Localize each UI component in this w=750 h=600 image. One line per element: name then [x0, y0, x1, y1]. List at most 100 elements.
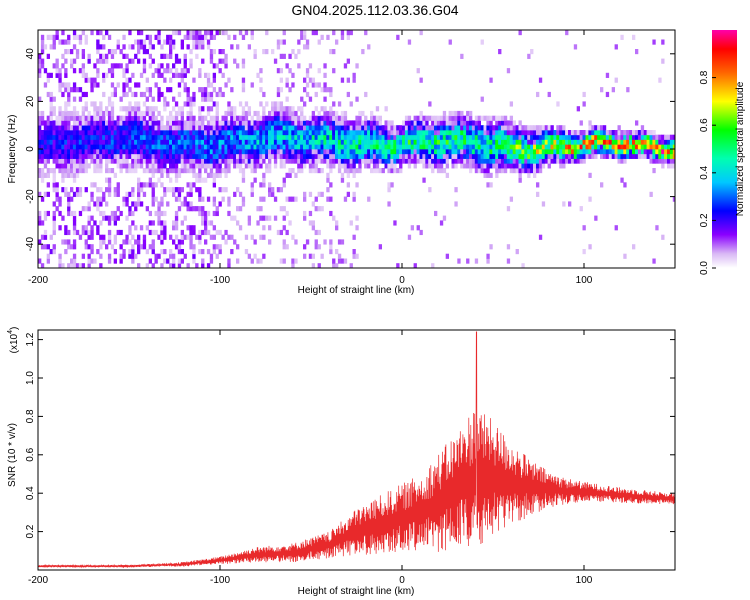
- heatmap-cell: [139, 153, 144, 159]
- heatmap-cell: [84, 163, 88, 169]
- heatmap-cell: [58, 72, 62, 78]
- heatmap-cell: [192, 144, 196, 150]
- heatmap-cell: [183, 87, 187, 93]
- heatmap-cell: [247, 253, 252, 259]
- heatmap-cell: [413, 125, 417, 131]
- heatmap-cell: [352, 139, 356, 145]
- heatmap-cell: [282, 120, 286, 126]
- heatmap-cell: [658, 134, 662, 140]
- heatmap-cell: [349, 134, 353, 140]
- heatmap-cell: [238, 134, 243, 140]
- heatmap-cell: [471, 134, 476, 140]
- heatmap-cell: [573, 134, 578, 140]
- heatmap-cell: [72, 34, 77, 40]
- heatmap-cell: [122, 72, 126, 78]
- heatmap-cell: [620, 144, 624, 150]
- heatmap-cell: [116, 206, 120, 212]
- heatmap-cell: [38, 210, 42, 217]
- heatmap-cell: [655, 158, 659, 164]
- heatmap-cell: [326, 125, 330, 131]
- heatmap-cell: [99, 168, 103, 174]
- heatmap-cell: [323, 63, 327, 69]
- heatmap-cell: [489, 172, 493, 178]
- heatmap-cell: [346, 134, 351, 140]
- heatmap-cell: [241, 201, 246, 207]
- heatmap-cell: [151, 263, 155, 268]
- heatmap-cell: [454, 163, 458, 169]
- heatmap-cell: [172, 72, 176, 78]
- heatmap-cell: [145, 87, 150, 93]
- heatmap-cell: [498, 130, 502, 136]
- heatmap-cell: [148, 210, 153, 217]
- heatmap-cell: [550, 144, 554, 150]
- heatmap-cell: [52, 120, 56, 126]
- heatmap-cell: [265, 139, 269, 145]
- heatmap-cell: [404, 139, 409, 145]
- heatmap-cell: [206, 149, 211, 155]
- heatmap-cell: [259, 101, 263, 107]
- heatmap-cell: [247, 125, 252, 131]
- heatmap-cell: [445, 172, 450, 178]
- heatmap-cell: [422, 163, 426, 169]
- heatmap-cell: [145, 49, 150, 55]
- heatmap-cell: [361, 49, 365, 55]
- heatmap-cell: [582, 91, 586, 98]
- heatmap-cell: [300, 139, 304, 145]
- heatmap-cell: [367, 149, 371, 155]
- heatmap-cell: [238, 130, 243, 136]
- heatmap-cell: [451, 130, 455, 136]
- heatmap-cell: [652, 258, 656, 264]
- heatmap-cell: [154, 134, 158, 140]
- heatmap-cell: [90, 258, 94, 264]
- heatmap-cell: [343, 134, 348, 140]
- heatmap-cell: [585, 130, 589, 136]
- heatmap-cell: [40, 49, 45, 55]
- heatmap-cell: [265, 144, 269, 150]
- heatmap-cell: [632, 34, 636, 40]
- heatmap-cell: [425, 139, 429, 145]
- heatmap-cell: [509, 163, 514, 169]
- heatmap-cell: [72, 115, 77, 121]
- heatmap-cell: [145, 249, 150, 255]
- heatmap-cell: [148, 120, 153, 126]
- heatmap-cell: [337, 149, 342, 155]
- heatmap-cell: [227, 196, 231, 202]
- heatmap-cell: [119, 168, 123, 174]
- heatmap-cell: [198, 115, 202, 121]
- heatmap-cell: [142, 191, 147, 197]
- heatmap-cell: [142, 115, 147, 121]
- heatmap-cell: [402, 139, 406, 145]
- heatmap-cell: [349, 163, 353, 169]
- heatmap-cell: [206, 210, 211, 217]
- heatmap-cell: [428, 125, 432, 131]
- heatmap-cell: [419, 153, 423, 159]
- heatmap-cell: [259, 125, 263, 131]
- heatmap-cell: [308, 210, 313, 217]
- heatmap-cell: [311, 82, 316, 88]
- heatmap-cell: [78, 115, 83, 121]
- heatmap-cell: [582, 225, 586, 231]
- heatmap-cell: [81, 68, 86, 74]
- heatmap-cell: [169, 77, 173, 83]
- heatmap-cell: [43, 163, 48, 169]
- heatmap-cell: [375, 120, 380, 126]
- heatmap-cell: [291, 196, 295, 202]
- heatmap-cell: [469, 120, 473, 126]
- heatmap-cell: [265, 49, 269, 55]
- heatmap-cell: [227, 139, 231, 145]
- heatmap-cell: [142, 139, 147, 145]
- heatmap-cell: [297, 106, 301, 112]
- heatmap-cell: [154, 144, 158, 150]
- heatmap-cell: [96, 115, 100, 121]
- heatmap-cell: [137, 30, 141, 36]
- heatmap-cell: [43, 215, 48, 221]
- heatmap-cell: [70, 134, 74, 140]
- heatmap-cell: [509, 130, 514, 136]
- heatmap-cell: [436, 168, 441, 174]
- heatmap-cell: [399, 153, 403, 159]
- heatmap-cell: [340, 134, 345, 140]
- heatmap-cell: [611, 87, 616, 93]
- heatmap-cell: [201, 44, 205, 50]
- heatmap-cell: [46, 139, 51, 145]
- heatmap-cell: [40, 234, 45, 240]
